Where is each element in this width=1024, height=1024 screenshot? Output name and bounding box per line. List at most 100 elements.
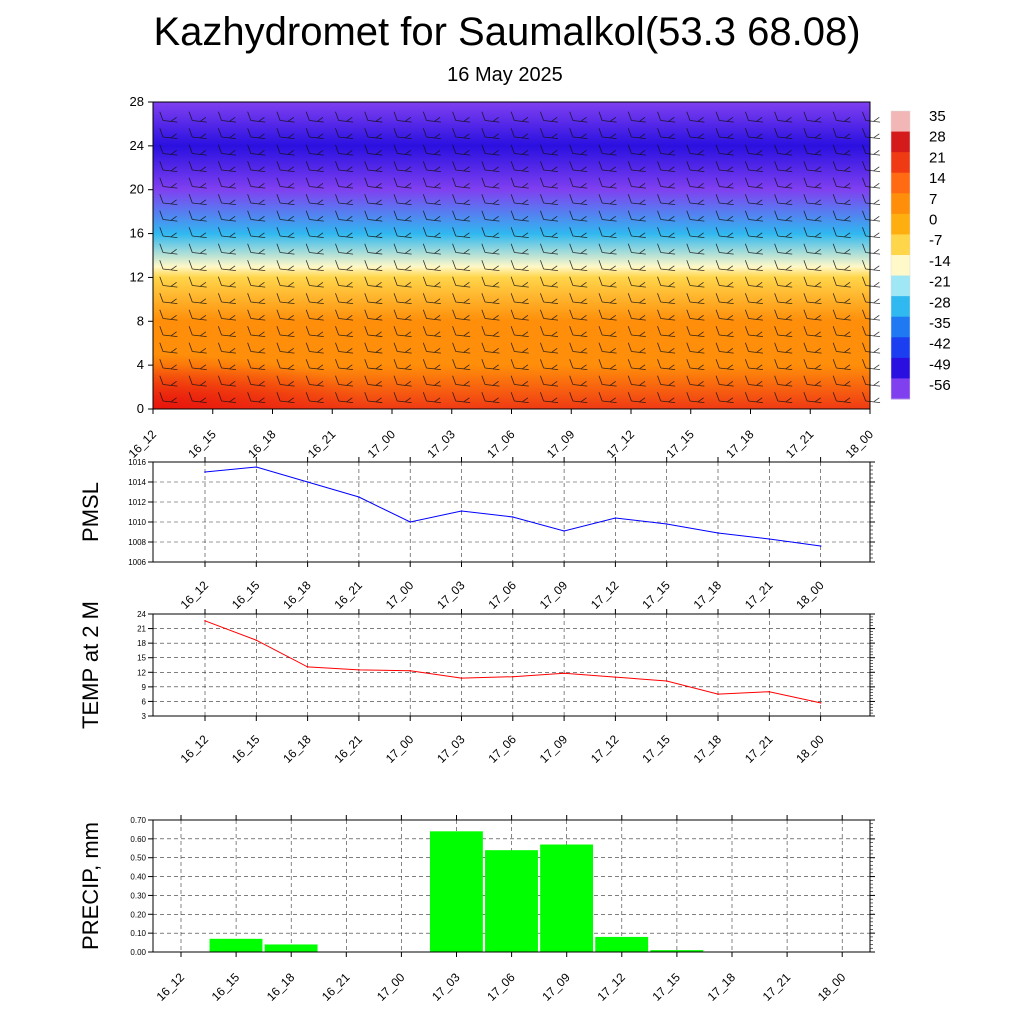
wind-barb xyxy=(540,194,559,205)
wind-barb xyxy=(422,326,441,337)
x-tick-label: 16_21 xyxy=(332,732,366,766)
wind-barb xyxy=(862,144,881,156)
wind-barb xyxy=(247,359,266,370)
wind-barb xyxy=(422,210,441,222)
wind-barb xyxy=(540,243,559,255)
data-point xyxy=(306,481,309,483)
x-tick-label: 17_12 xyxy=(588,732,622,766)
wind-barb xyxy=(803,177,822,189)
data-point xyxy=(358,669,360,671)
wind-barb xyxy=(422,227,441,238)
wind-barb xyxy=(627,227,646,238)
wind-barb xyxy=(188,227,207,238)
wind-barb xyxy=(832,194,851,205)
wind-barb xyxy=(803,342,822,354)
wind-barb xyxy=(276,375,295,387)
wind-barb xyxy=(305,210,324,222)
wind-barb xyxy=(803,128,822,139)
y-tick-label: 1008 xyxy=(128,538,146,547)
wind-barb xyxy=(569,227,588,238)
wind-barb xyxy=(627,260,646,271)
wind-barb xyxy=(276,128,295,139)
wind-barb xyxy=(832,243,851,255)
wind-barb xyxy=(627,210,646,222)
wind-barb xyxy=(276,194,295,205)
wind-barb xyxy=(276,243,295,255)
wind-barb xyxy=(335,243,354,255)
wind-barb xyxy=(627,111,646,123)
wind-barb xyxy=(159,293,178,304)
wind-barb xyxy=(657,326,676,337)
x-tick-label: 17_15 xyxy=(639,732,673,766)
x-tick-label: 17_15 xyxy=(639,578,673,612)
wind-barb xyxy=(510,342,529,354)
wind-barb xyxy=(364,177,383,189)
y-tick-label: 0.10 xyxy=(130,929,146,938)
data-point xyxy=(358,496,360,498)
wind-barb xyxy=(305,128,324,139)
wind-barb xyxy=(452,194,471,205)
wind-barb xyxy=(305,342,324,354)
wind-barb xyxy=(715,392,734,403)
wind-barb xyxy=(862,194,881,205)
colorbar-label: 35 xyxy=(929,108,946,125)
wind-barb xyxy=(862,177,881,189)
wind-barb xyxy=(686,210,705,222)
wind-barb xyxy=(335,210,354,222)
x-tick-label: 17_00 xyxy=(383,578,417,612)
x-tick-label: 16_15 xyxy=(229,578,263,612)
wind-barb xyxy=(276,177,295,189)
wind-barb xyxy=(803,161,822,172)
wind-barb xyxy=(159,326,178,337)
wind-barb xyxy=(627,128,646,139)
y-tick-label: 1014 xyxy=(128,478,146,487)
wind-barb xyxy=(393,128,412,139)
wind-barb xyxy=(481,309,500,321)
wind-barb xyxy=(510,177,529,189)
wind-barb xyxy=(188,359,207,370)
x-tick-label: 16_18 xyxy=(280,732,314,766)
data-point xyxy=(460,510,463,512)
wind-barb xyxy=(774,359,793,370)
x-tick-label: 16_18 xyxy=(264,970,298,1004)
wind-barb xyxy=(159,177,178,189)
wind-barb xyxy=(364,111,383,123)
wind-barb xyxy=(715,276,734,288)
wind-barb xyxy=(452,144,471,156)
wind-barb xyxy=(832,276,851,288)
wind-barb xyxy=(627,375,646,387)
colorbar-label: -28 xyxy=(929,294,951,311)
wind-barb xyxy=(569,392,588,403)
wind-barb xyxy=(452,392,471,403)
wind-barb xyxy=(305,392,324,403)
wind-barb xyxy=(481,128,500,139)
y-tick-label: 18 xyxy=(137,639,146,648)
y-tick-label: 9 xyxy=(142,683,147,692)
bar xyxy=(595,936,649,952)
wind-barb xyxy=(744,194,763,205)
wind-barb xyxy=(627,161,646,172)
wind-barb xyxy=(159,243,178,255)
wind-barb xyxy=(598,392,617,403)
wind-barb xyxy=(540,144,559,156)
wind-barb xyxy=(598,144,617,156)
wind-barb xyxy=(744,359,763,370)
wind-barb xyxy=(481,392,500,403)
wind-barb xyxy=(452,276,471,288)
wind-barb xyxy=(217,227,236,238)
x-tick-label: 17_15 xyxy=(650,970,684,1004)
wind-barb xyxy=(481,227,500,238)
x-tick-label: 18_00 xyxy=(843,427,877,461)
wind-barb xyxy=(335,276,354,288)
x-tick-label: 17_06 xyxy=(484,970,518,1004)
wind-barb xyxy=(188,177,207,189)
wind-barb xyxy=(217,111,236,123)
data-point xyxy=(409,521,412,523)
data-point xyxy=(665,523,668,525)
y-tick-label: 20 xyxy=(130,182,144,197)
wind-barb xyxy=(335,326,354,337)
wind-barb xyxy=(598,276,617,288)
wind-barb xyxy=(686,227,705,238)
wind-barb xyxy=(540,392,559,403)
